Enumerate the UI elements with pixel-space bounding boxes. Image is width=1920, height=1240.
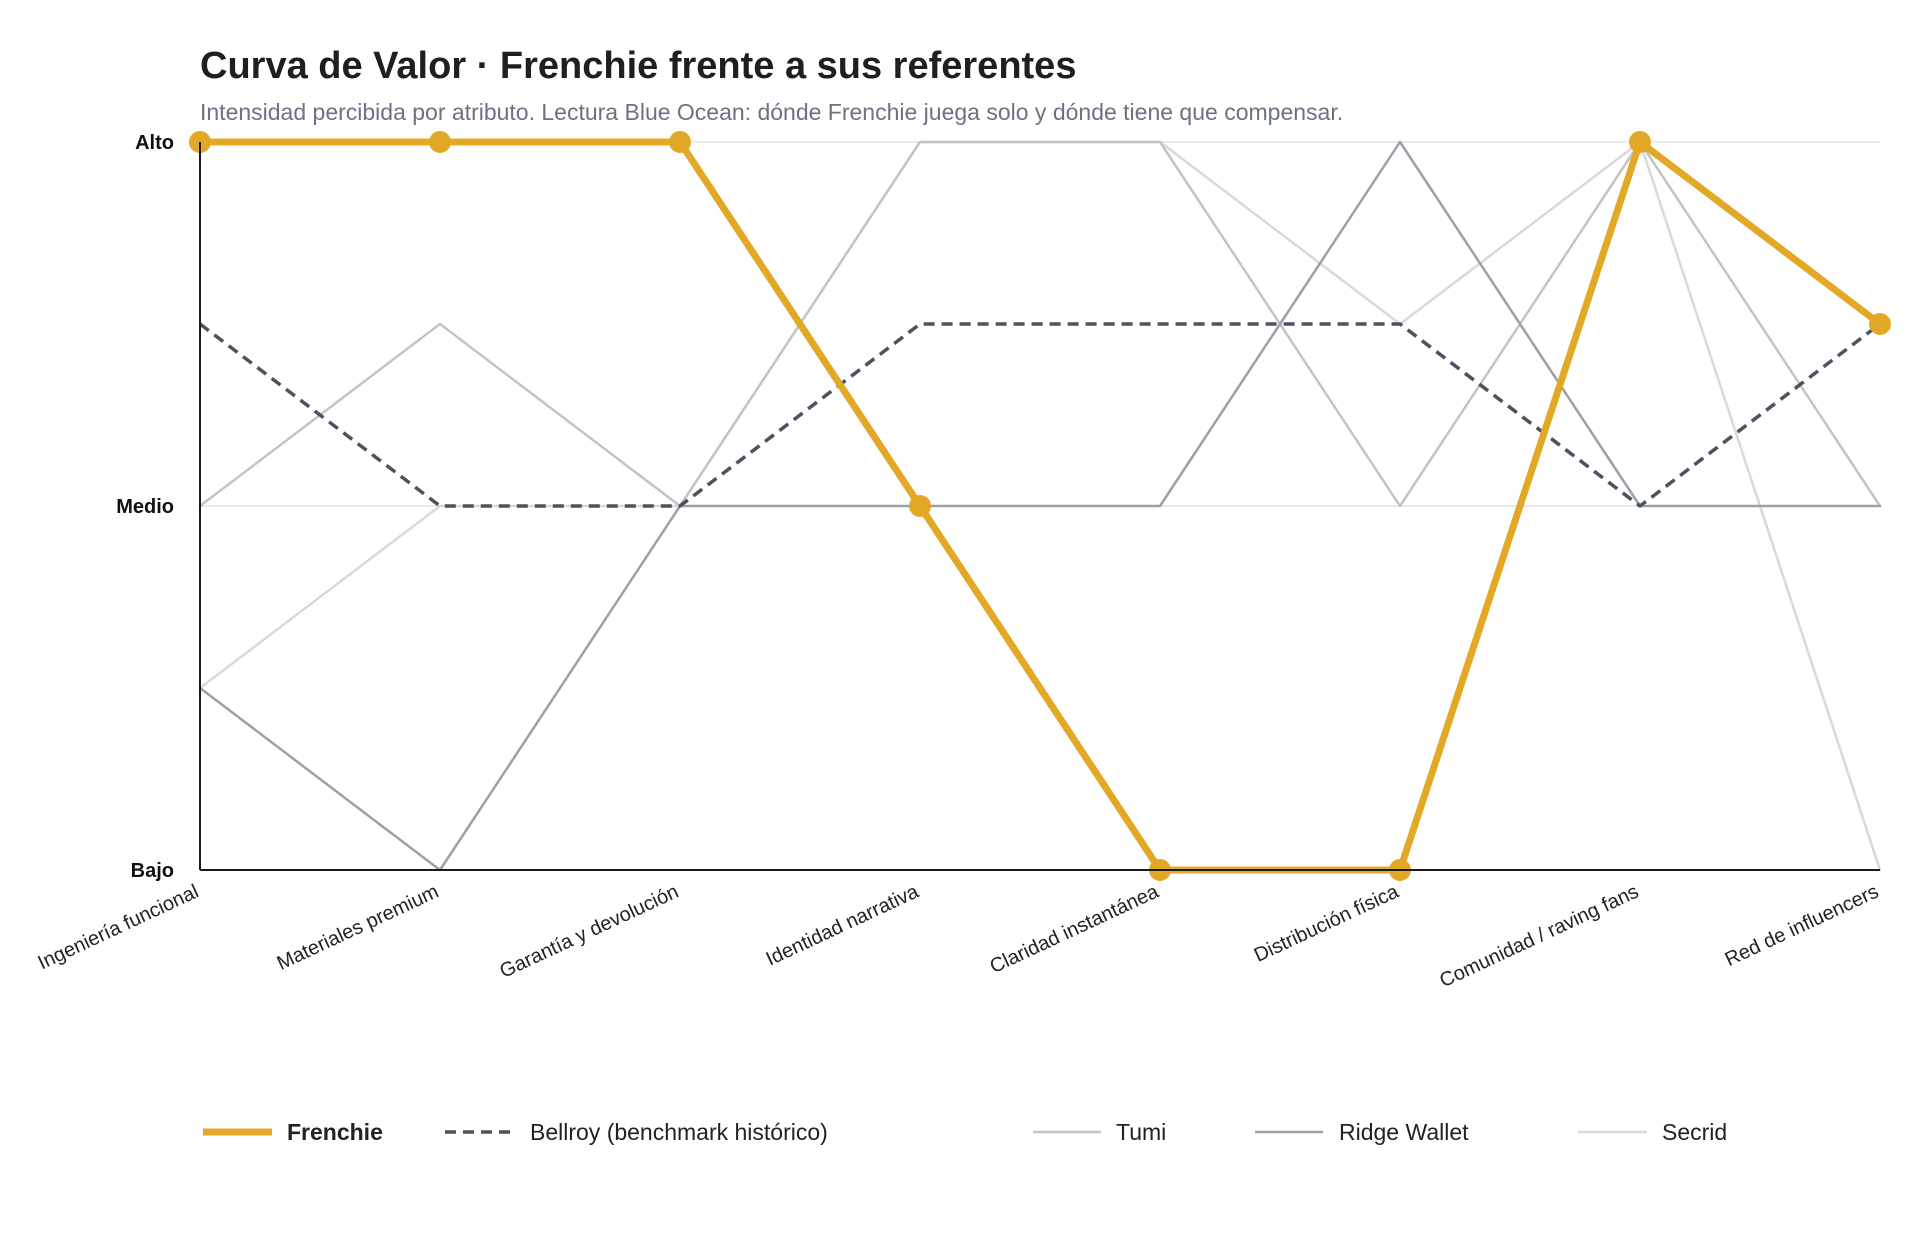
legend: Frenchie Bellroy (benchmark histórico) Tum… [203,1119,1727,1145]
series-line-bellroy-benchmark-historico [198,322,1882,508]
legend-label-secrid: Secrid [1662,1119,1727,1145]
data-point-frenchie-2 [669,131,691,153]
x-tick-label-ingenieria-funcional: Ingeniería funcional [35,881,203,975]
legend-label-bellroy-benchmark-historico: Bellroy (benchmark histórico) [530,1119,828,1145]
y-tick-label-bajo: Bajo [131,860,174,882]
chart-subtitle: Intensidad percibida por atributo. Lectu… [200,99,1343,125]
data-point-frenchie-1 [429,131,451,153]
legend-label-tumi: Tumi [1116,1119,1166,1145]
series-line-frenchie [196,138,1884,874]
y-tick-label-alto: Alto [135,132,174,154]
chart-title: Curva de Valor · Frenchie frente a sus r… [200,45,1076,87]
data-point-frenchie-3 [909,495,931,517]
data-point-frenchie-6 [1629,131,1651,153]
series-lines [189,131,1891,881]
y-tick-label-medio: Medio [116,496,174,518]
series-line-tumi [198,140,1882,508]
x-tick-label-comunidad-raving-fans: Comunidad / raving fans [1436,881,1642,993]
x-tick-label-materiales-premium: Materiales premium [274,881,442,975]
legend-label-ridge-wallet: Ridge Wallet [1339,1119,1469,1145]
x-tick-label-distribucion-fisica: Distribución física [1251,880,1403,967]
x-tick-label-claridad-instantanea: Claridad instantánea [987,880,1163,978]
y-tick-labels: Bajo Medio Alto [116,132,174,882]
x-tick-label-identidad-narrativa: Identidad narrativa [763,880,923,970]
x-tick-label-red-de-influencers: Red de influencers [1722,881,1882,971]
axes [199,142,1880,871]
legend-label-frenchie: Frenchie [287,1119,383,1145]
x-tick-label-garantia-y-devolucion: Garantía y devolución [496,881,682,983]
series-line-ridge-wallet [198,140,1882,872]
data-point-frenchie-7 [1869,313,1891,335]
x-tick-labels: Ingeniería funcional Materiales premium Ga… [35,880,1883,992]
